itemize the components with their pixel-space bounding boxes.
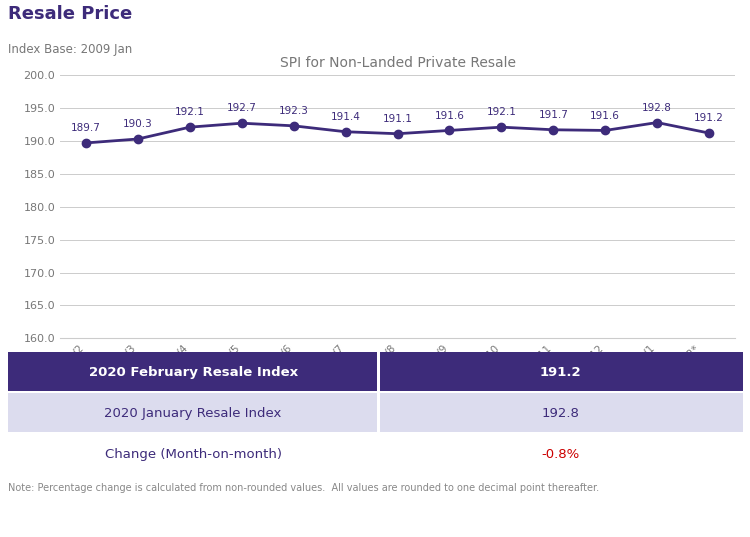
Text: 2020 February Resale Index: 2020 February Resale Index	[88, 366, 298, 379]
Text: 191.7: 191.7	[538, 110, 568, 120]
Text: 189.7: 189.7	[71, 123, 101, 133]
Text: 192.8: 192.8	[542, 407, 580, 420]
Text: 191.2: 191.2	[540, 366, 581, 379]
Text: 192.3: 192.3	[279, 106, 308, 116]
Text: 192.1: 192.1	[487, 107, 516, 118]
Text: -0.8%: -0.8%	[542, 448, 580, 461]
Text: Resale Price: Resale Price	[8, 5, 132, 24]
Text: 192.7: 192.7	[226, 104, 256, 113]
Text: 191.1: 191.1	[382, 114, 412, 124]
Text: 192.1: 192.1	[175, 107, 205, 118]
Text: 2020 January Resale Index: 2020 January Resale Index	[104, 407, 282, 420]
Text: Note: Percentage change is calculated from non-rounded values.  All values are r: Note: Percentage change is calculated fr…	[8, 483, 598, 494]
Text: 190.3: 190.3	[123, 119, 153, 129]
Text: 191.6: 191.6	[434, 111, 464, 121]
Text: Change (Month-on-month): Change (Month-on-month)	[104, 448, 281, 461]
Text: 192.8: 192.8	[642, 103, 672, 113]
Title: SPI for Non-Landed Private Resale: SPI for Non-Landed Private Resale	[280, 56, 515, 70]
Text: 191.6: 191.6	[590, 111, 620, 121]
Text: Index Base: 2009 Jan: Index Base: 2009 Jan	[8, 43, 132, 56]
Text: 191.2: 191.2	[694, 113, 724, 124]
Text: 191.4: 191.4	[331, 112, 361, 122]
